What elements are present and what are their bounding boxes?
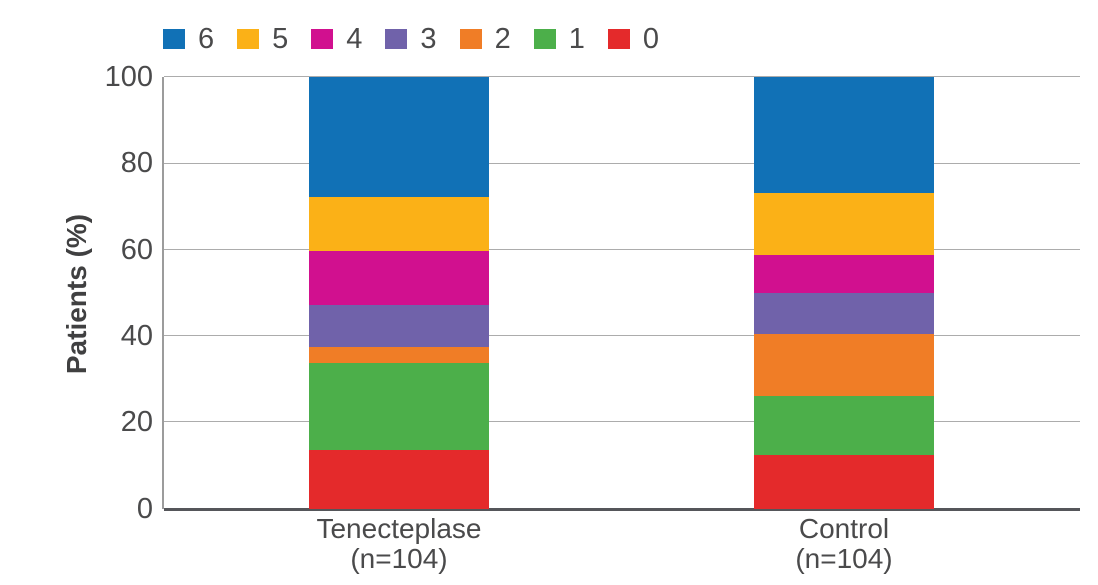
legend-item-4: 4 bbox=[311, 24, 362, 54]
bar-segment-tenecteplase-mrs-3 bbox=[309, 305, 489, 347]
bar-segment-tenecteplase-mrs-4 bbox=[309, 251, 489, 306]
x-axis-label-tenecteplase: Tenecteplase (n=104) bbox=[249, 514, 549, 574]
legend: 6 5 4 3 2 1 0 bbox=[163, 24, 659, 54]
y-tick-label-20: 20 bbox=[120, 406, 153, 439]
y-tick-label-60: 60 bbox=[120, 233, 153, 266]
y-tick-label-100: 100 bbox=[104, 61, 153, 93]
y-axis-line bbox=[162, 77, 164, 509]
legend-swatch-6 bbox=[163, 29, 185, 49]
legend-swatch-1 bbox=[533, 29, 556, 49]
bar-segment-tenecteplase-mrs-5 bbox=[309, 197, 489, 252]
x-axis-line bbox=[163, 507, 1080, 511]
bar-tenecteplase bbox=[309, 77, 489, 509]
legend-item-0: 0 bbox=[607, 23, 659, 55]
x-axis-label-line1: Control bbox=[798, 513, 890, 544]
legend-label-2: 2 bbox=[494, 23, 511, 55]
bar-segment-control-mrs-2 bbox=[754, 334, 934, 397]
bar-segment-tenecteplase-mrs-1 bbox=[309, 363, 489, 451]
gridline-20 bbox=[163, 421, 1080, 423]
bar-segment-tenecteplase-mrs-6 bbox=[309, 77, 489, 198]
legend-swatch-2 bbox=[459, 29, 482, 49]
bar-segment-control-mrs-6 bbox=[754, 77, 934, 194]
gridline-40 bbox=[163, 335, 1080, 337]
legend-swatch-4 bbox=[311, 29, 334, 49]
y-tick-label-0: 0 bbox=[136, 492, 153, 525]
bar-segment-control-mrs-3 bbox=[754, 292, 934, 335]
x-axis-label-line1: Tenecteplase bbox=[316, 513, 482, 544]
y-tick-label-40: 40 bbox=[120, 319, 153, 352]
y-tick-label-80: 80 bbox=[120, 147, 153, 180]
bar-segment-control-mrs-1 bbox=[754, 396, 934, 455]
legend-item-1: 1 bbox=[533, 23, 585, 55]
bar-segment-tenecteplase-mrs-0 bbox=[309, 450, 489, 509]
legend-item-5: 5 bbox=[237, 24, 288, 54]
gridline-100 bbox=[163, 76, 1080, 78]
legend-item-6: 6 bbox=[163, 24, 214, 54]
legend-item-3: 3 bbox=[385, 23, 437, 55]
legend-swatch-5 bbox=[237, 29, 260, 49]
x-axis-label-line2: (n=104) bbox=[350, 543, 448, 574]
legend-swatch-0 bbox=[607, 29, 630, 49]
legend-label-4: 4 bbox=[346, 23, 363, 55]
legend-label-3: 3 bbox=[420, 23, 437, 55]
x-axis-label-control: Control (n=104) bbox=[694, 514, 994, 574]
legend-swatch-3 bbox=[385, 29, 408, 49]
legend-item-2: 2 bbox=[459, 23, 511, 55]
bar-segment-control-mrs-4 bbox=[754, 255, 934, 293]
legend-label-6: 6 bbox=[198, 23, 215, 55]
gridline-80 bbox=[163, 162, 1080, 164]
gridline-60 bbox=[163, 248, 1080, 250]
bar-segment-control-mrs-0 bbox=[754, 454, 934, 509]
legend-label-5: 5 bbox=[272, 23, 289, 55]
bar-segment-tenecteplase-mrs-2 bbox=[309, 346, 489, 364]
bar-segment-control-mrs-5 bbox=[754, 193, 934, 256]
x-axis-label-line2: (n=104) bbox=[795, 543, 893, 574]
legend-label-0: 0 bbox=[642, 23, 659, 55]
bar-control bbox=[754, 77, 934, 509]
legend-label-1: 1 bbox=[568, 23, 585, 55]
